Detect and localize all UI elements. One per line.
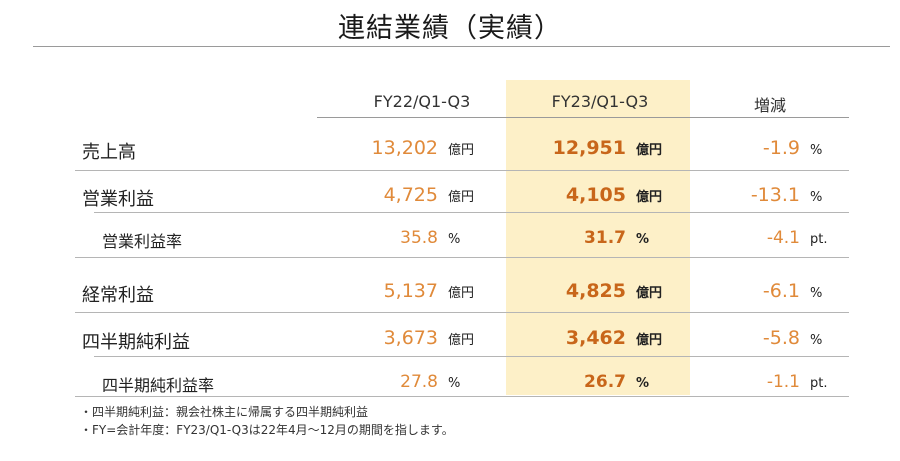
sales-prev-value: 13,202 <box>371 137 438 159</box>
net-margin-curr-unit: % <box>636 376 650 391</box>
ordinary-profit-curr-value: 4,825 <box>565 280 626 302</box>
operating-profit-prev-value: 4,725 <box>383 184 438 206</box>
ordinary-profit-change-unit: % <box>810 286 823 301</box>
row-label-ordinary-profit: 経常利益 <box>82 285 154 306</box>
operating-profit-prev: 4,725 億円 <box>384 184 482 206</box>
net-margin-change: -1.1 pt. <box>767 372 844 392</box>
ordinary-profit-prev-value: 5,137 <box>383 280 438 302</box>
sales-prev: 13,202 億円 <box>372 137 482 159</box>
title-divider <box>33 46 890 47</box>
row-label-operating-margin: 営業利益率 <box>102 232 183 251</box>
net-margin-change-unit: pt. <box>810 376 828 391</box>
row-divider <box>75 170 849 171</box>
header-divider <box>317 117 849 118</box>
net-profit-change-unit: % <box>810 333 823 348</box>
row-divider <box>75 257 849 258</box>
sales-change: -1.9% <box>763 137 844 159</box>
footnote-net-profit: ・四半期純利益：親会社株主に帰属する四半期純利益 <box>80 405 369 419</box>
row-divider <box>94 212 849 213</box>
net-margin-curr-value: 26.7 <box>584 372 626 392</box>
operating-margin-change-value: -4.1 <box>766 228 800 248</box>
ordinary-profit-prev-unit: 億円 <box>448 286 475 301</box>
net-margin-curr: 26.7% <box>584 372 670 392</box>
operating-margin-prev-value: 35.8 <box>400 228 438 248</box>
operating-profit-change: -13.1% <box>751 184 844 206</box>
operating-profit-prev-unit: 億円 <box>448 190 475 205</box>
operating-profit-change-unit: % <box>810 190 823 205</box>
row-divider <box>94 356 849 357</box>
sales-curr-value: 12,951 <box>552 137 626 159</box>
ordinary-profit-curr: 4,825 億円 <box>566 280 670 302</box>
net-profit-change: -5.8% <box>763 327 844 349</box>
operating-margin-prev-unit: % <box>448 232 461 247</box>
row-divider <box>75 312 849 313</box>
row-label-operating-profit: 営業利益 <box>82 189 154 210</box>
operating-margin-curr-value: 31.7 <box>584 228 626 248</box>
operating-margin-curr: 31.7% <box>584 228 670 248</box>
sales-curr: 12,951 億円 <box>553 137 670 159</box>
net-margin-change-value: -1.1 <box>766 372 800 392</box>
net-margin-prev-value: 27.8 <box>400 372 438 392</box>
net-profit-curr-value: 3,462 <box>565 327 626 349</box>
operating-margin-change-unit: pt. <box>810 232 828 247</box>
operating-profit-curr-unit: 億円 <box>636 190 663 205</box>
operating-profit-curr: 4,105 億円 <box>566 184 670 206</box>
ordinary-profit-prev: 5,137 億円 <box>384 280 482 302</box>
ordinary-profit-curr-unit: 億円 <box>636 286 663 301</box>
net-profit-curr: 3,462 億円 <box>566 327 670 349</box>
net-margin-prev-unit: % <box>448 376 461 391</box>
net-profit-prev-unit: 億円 <box>448 333 475 348</box>
footnote-fiscal-year: ・FY=会計年度：FY23/Q1-Q3は22年4月～12月の期間を指します。 <box>80 423 454 437</box>
ordinary-profit-change-value: -6.1 <box>762 280 800 302</box>
row-divider <box>75 396 849 397</box>
sales-curr-unit: 億円 <box>636 143 663 158</box>
page-title: 連結業績（実績） <box>338 13 562 44</box>
current-period-highlight <box>506 80 690 395</box>
net-profit-change-value: -5.8 <box>762 327 800 349</box>
column-header-curr: FY23/Q1-Q3 <box>551 92 649 111</box>
net-profit-prev-value: 3,673 <box>383 327 438 349</box>
row-label-net-margin: 四半期純利益率 <box>102 376 215 395</box>
sales-change-unit: % <box>810 143 823 158</box>
operating-margin-curr-unit: % <box>636 232 650 247</box>
sales-prev-unit: 億円 <box>448 143 475 158</box>
row-label-net-profit: 四半期純利益 <box>82 332 190 353</box>
sales-change-value: -1.9 <box>762 137 800 159</box>
column-header-change: 増減 <box>753 96 786 115</box>
net-profit-prev: 3,673 億円 <box>384 327 482 349</box>
row-label-sales: 売上高 <box>82 142 136 163</box>
net-profit-curr-unit: 億円 <box>636 333 663 348</box>
ordinary-profit-change: -6.1% <box>763 280 844 302</box>
operating-margin-prev: 35.8% <box>400 228 482 248</box>
operating-profit-curr-value: 4,105 <box>565 184 626 206</box>
operating-margin-change: -4.1 pt. <box>767 228 844 248</box>
operating-profit-change-value: -13.1 <box>750 184 800 206</box>
column-header-prev: FY22/Q1-Q3 <box>373 92 471 111</box>
net-margin-prev: 27.8% <box>400 372 482 392</box>
